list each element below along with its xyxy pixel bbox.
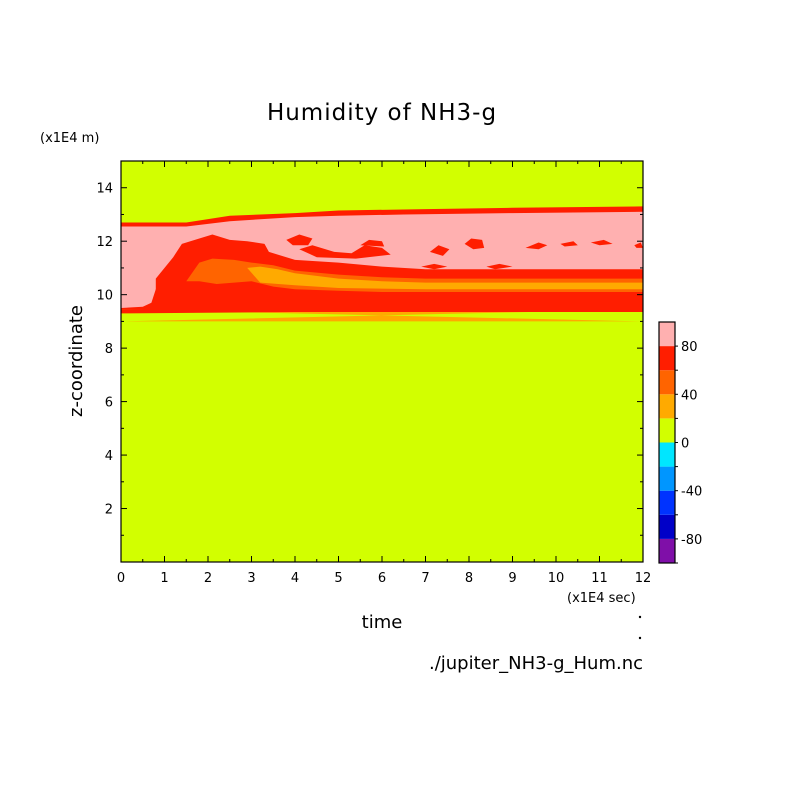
x-tick-label: 9 (508, 571, 516, 586)
colorbar-label: -80 (681, 533, 702, 548)
colorbar: 80 40 0 -40 -80 (658, 321, 702, 564)
contour-patch (429, 245, 450, 256)
y-tick-label: 12 (96, 235, 113, 250)
colorbar-swatch (659, 490, 675, 515)
x-tick-label: 1 (160, 571, 168, 586)
contour-region (247, 266, 643, 290)
y-tick-label: 14 (96, 182, 113, 197)
contour-region (121, 305, 643, 314)
colorbar-label: 40 (681, 388, 698, 403)
y-tick-label: 8 (105, 342, 113, 357)
colorbar-swatch (659, 370, 675, 395)
colorbar-swatch (659, 322, 675, 347)
contour-patch (525, 242, 548, 250)
y-tick-label: 10 (96, 289, 113, 304)
y-tick-label: 2 (105, 503, 113, 518)
contour-patch (299, 245, 391, 259)
contour-patch (360, 239, 385, 247)
contour-patch (486, 263, 513, 270)
y-tick-label: 4 (105, 449, 113, 464)
x-axis-label: time (362, 612, 403, 633)
colorbar-swatch (659, 442, 675, 467)
contour-patch (286, 234, 313, 246)
contour-region (121, 211, 643, 308)
colorbar-swatch (659, 466, 675, 491)
contour-patch (634, 242, 643, 248)
contour-patch (421, 263, 448, 270)
contour-patch (560, 241, 578, 247)
x-tick-label: 7 (421, 571, 429, 586)
x-tick-label: 5 (334, 571, 342, 586)
marker-dot (638, 636, 642, 640)
colorbar-swatch (659, 538, 675, 563)
x-tick-label: 0 (117, 571, 125, 586)
x-unit-label: (x1E4 sec) (567, 591, 636, 606)
x-tick-label: 10 (548, 571, 565, 586)
chart-title: Humidity of NH3-g (267, 100, 497, 126)
y-axis-label: z-coordinate (66, 305, 87, 417)
colorbar-swatch (659, 514, 675, 539)
source-filename: ./jupiter_NH3-g_Hum.nc (429, 653, 643, 674)
x-tick-label: 12 (635, 571, 652, 586)
colorbar-swatch (659, 394, 675, 419)
plot-area (121, 161, 643, 562)
contour-patch (464, 238, 485, 250)
colorbar-swatch (659, 418, 675, 443)
x-tick-label: 2 (204, 571, 212, 586)
y-unit-label: (x1E4 m) (40, 131, 99, 146)
colorbar-label: -40 (681, 485, 702, 500)
x-tick-label: 8 (465, 571, 473, 586)
colorbar-label: 0 (681, 437, 689, 452)
colorbar-swatch (659, 346, 675, 371)
x-tick-label: 6 (378, 571, 386, 586)
contour-patch (590, 239, 613, 246)
x-tick-label: 3 (247, 571, 255, 586)
x-tick-label: 4 (291, 571, 299, 586)
colorbar-label: 80 (681, 340, 698, 355)
y-tick-label: 6 (105, 396, 113, 411)
contour-region (121, 309, 643, 322)
x-tick-label: 11 (591, 571, 608, 586)
marker-dot (638, 615, 642, 619)
